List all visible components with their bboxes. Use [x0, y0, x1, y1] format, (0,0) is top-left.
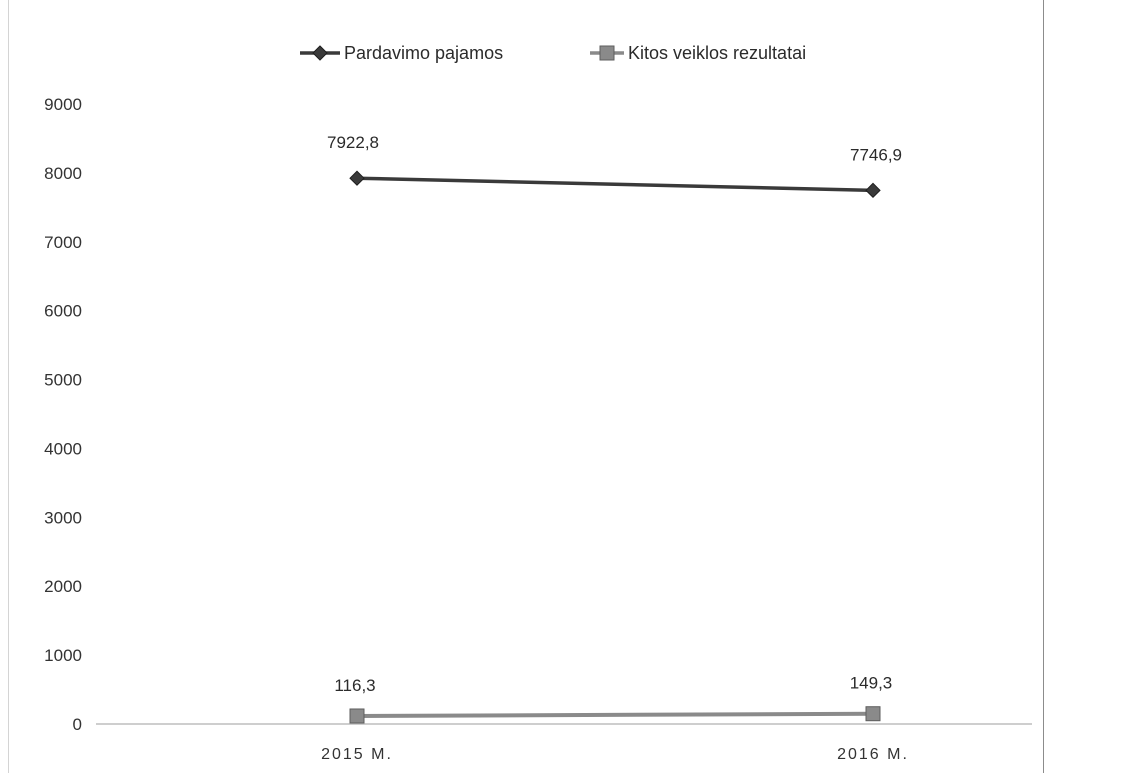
x-axis: 2015 M. 2016 M. [96, 723, 1032, 763]
y-tick-label: 8000 [44, 164, 82, 183]
data-label: 7746,9 [850, 145, 902, 164]
plot-area: 7922,8 7746,9 116,3 149,3 [327, 133, 902, 724]
data-label: 116,3 [334, 676, 375, 695]
legend-label: Pardavimo pajamos [344, 43, 503, 63]
series-1: 7922,8 7746,9 [327, 133, 902, 199]
data-point [349, 170, 365, 186]
y-tick-label: 9000 [44, 95, 82, 114]
y-tick-label: 4000 [44, 439, 82, 458]
y-tick-label: 2000 [44, 577, 82, 596]
y-tick-label: 5000 [44, 371, 82, 390]
legend-marker [312, 45, 328, 61]
x-tick-label: 2015 M. [321, 746, 393, 763]
legend-item-1: Pardavimo pajamos [300, 43, 503, 63]
y-tick-label: 6000 [44, 302, 82, 321]
y-tick-label: 7000 [44, 233, 82, 252]
data-point [865, 182, 881, 199]
y-tick-label: 0 [73, 715, 82, 734]
series-line [356, 711, 874, 718]
legend-label: Kitos veiklos rezultatai [628, 43, 806, 63]
data-point [865, 706, 881, 722]
series-2: 116,3 149,3 [334, 674, 893, 724]
x-tick-label: 2016 M. [837, 746, 909, 763]
page-frame [8, 0, 1044, 773]
data-label: 149,3 [850, 674, 893, 693]
data-label: 7922,8 [327, 133, 379, 152]
chart-legend: Pardavimo pajamos Kitos veiklos rezultata… [300, 43, 806, 63]
y-tick-label: 3000 [44, 508, 82, 527]
data-point [349, 708, 365, 724]
legend-item-2: Kitos veiklos rezultatai [590, 43, 806, 63]
series-line [356, 176, 874, 193]
legend-marker [599, 45, 615, 61]
y-tick-label: 1000 [44, 646, 82, 665]
y-axis: 0 1000 2000 3000 4000 5000 6000 7000 8000 9000 [44, 95, 82, 734]
